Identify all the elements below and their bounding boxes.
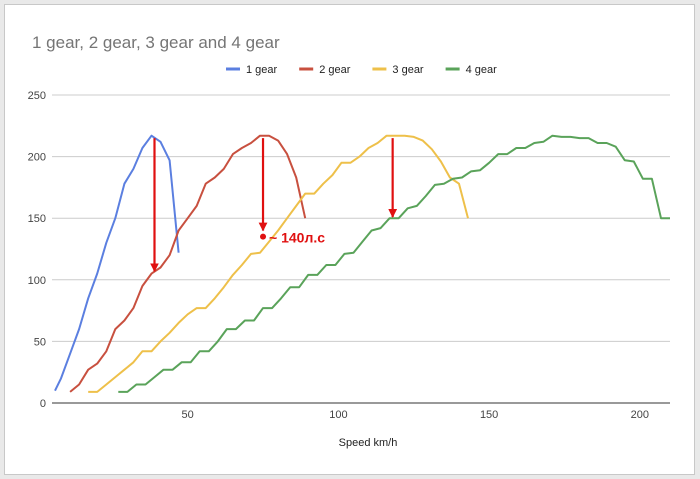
annotation-label: ~ 140л.с xyxy=(269,230,325,246)
x-tick-label: 150 xyxy=(480,409,498,421)
y-tick-label: 50 xyxy=(34,336,46,348)
x-axis-label: Speed km/h xyxy=(339,437,398,449)
x-tick-label: 100 xyxy=(329,409,347,421)
chart-title: 1 gear, 2 gear, 3 gear and 4 gear xyxy=(32,33,280,52)
chart-card: 1 gear, 2 gear, 3 gear and 4 gear xyxy=(4,4,695,475)
y-tick-label: 100 xyxy=(28,275,46,287)
y-tick-label: 150 xyxy=(28,213,46,225)
axes: 0 50 100 150 200 250 50 100 150 200 xyxy=(28,90,649,421)
series-line xyxy=(118,134,670,393)
y-tick-label: 200 xyxy=(28,152,46,164)
legend-entry: 2 gear xyxy=(319,64,351,76)
y-tick-label: 250 xyxy=(28,90,46,102)
series-line xyxy=(54,134,180,392)
y-tick-label: 0 xyxy=(40,398,46,410)
legend: 1 gear 2 gear 3 gear 4 gear xyxy=(226,64,497,76)
x-tick-label: 200 xyxy=(631,409,649,421)
series-line xyxy=(88,134,469,393)
legend-entry: 4 gear xyxy=(466,64,498,76)
legend-entry: 1 gear xyxy=(246,64,278,76)
grid xyxy=(52,94,670,404)
x-tick-label: 50 xyxy=(182,409,194,421)
annotations: ~ 140л.с xyxy=(150,138,398,273)
annotation-point xyxy=(260,233,267,240)
series-lines xyxy=(54,134,670,393)
legend-entry: 3 gear xyxy=(392,64,424,76)
series-line xyxy=(69,134,307,393)
